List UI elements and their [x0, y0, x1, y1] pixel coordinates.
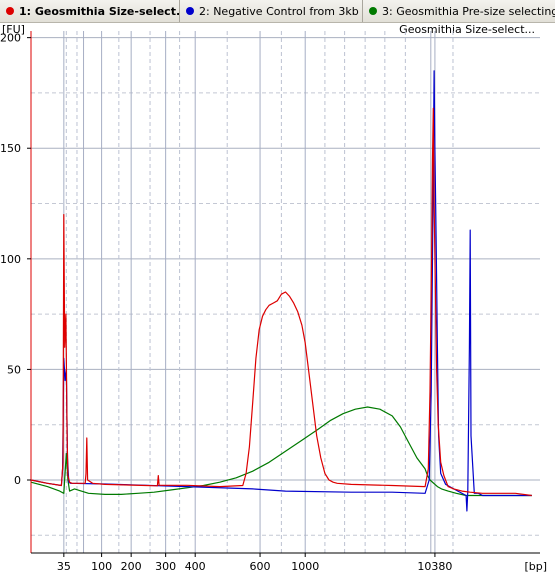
y-axis-label: [FU] [2, 23, 25, 36]
sample-3-dot-icon [369, 7, 377, 15]
tab-label: 1: Geosmithia Size-select... [19, 4, 180, 18]
x-tick-label: 100 [91, 560, 112, 573]
series-group [30, 70, 532, 512]
ladder-markers [63, 31, 454, 553]
x-tick-label: 10380 [417, 560, 452, 573]
sample-tab-bar: 1: Geosmithia Size-select... 2: Negative… [0, 0, 555, 23]
tab-sample-1[interactable]: 1: Geosmithia Size-select... [0, 0, 180, 22]
grid [31, 37, 540, 536]
y-tick-label: 200 [0, 32, 21, 45]
x-ticks: 35 100 200 300 400 600 1000 10380 [57, 553, 452, 573]
sample-1-dot-icon [6, 7, 14, 15]
sample-2-dot-icon [186, 7, 194, 15]
x-tick-label: 600 [250, 560, 271, 573]
x-axis-label: [bp] [524, 560, 547, 573]
x-tick-label: 400 [185, 560, 206, 573]
chart-title: Geosmithia Size-select... [399, 23, 535, 36]
electropherogram-chart: Geosmithia Size-select... [FU] [bp] 0 50 1… [0, 23, 547, 573]
y-tick-label: 100 [0, 253, 21, 266]
x-tick-label: 1000 [291, 560, 319, 573]
tab-label: 3: Geosmithia Pre-size selecting [382, 4, 555, 18]
y-tick-label: 150 [0, 142, 21, 155]
axes [30, 31, 540, 554]
tab-sample-2[interactable]: 2: Negative Control from 3kb l... [180, 0, 363, 22]
tab-sample-3[interactable]: 3: Geosmithia Pre-size selecting [363, 0, 555, 22]
tab-label: 2: Negative Control from 3kb l... [199, 4, 363, 18]
y-tick-label: 0 [14, 474, 21, 487]
series-line-3 [30, 406, 532, 497]
x-tick-label: 35 [57, 560, 71, 573]
y-tick-label: 50 [7, 363, 21, 376]
x-tick-label: 200 [121, 560, 142, 573]
x-tick-label: 300 [155, 560, 176, 573]
series-line-1 [30, 107, 532, 497]
y-ticks: 0 50 100 150 200 [0, 32, 31, 487]
